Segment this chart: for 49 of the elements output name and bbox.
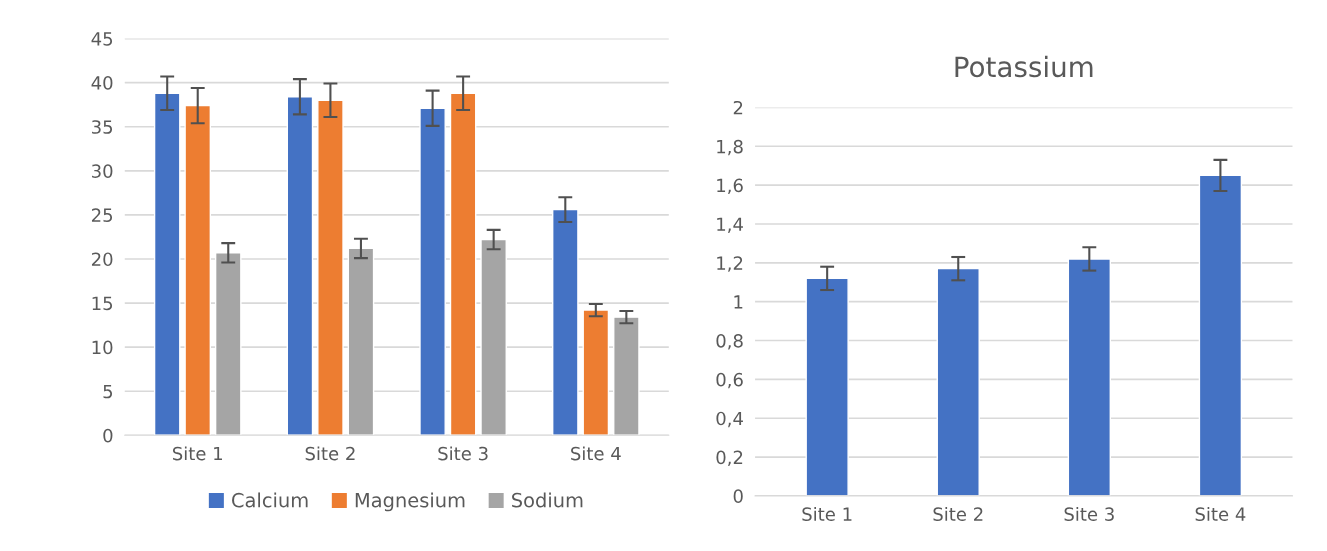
bar <box>286 96 314 436</box>
bar <box>419 107 446 436</box>
y-tick-label: 45 <box>91 32 113 46</box>
bar <box>317 99 344 436</box>
y-tick-label: 1 <box>734 295 743 309</box>
y-tick-label: 15 <box>92 296 113 311</box>
y-tick-label: 1,8 <box>717 139 743 156</box>
chart-title: Potassium <box>955 55 1093 78</box>
y-tick-label: 0 <box>733 489 743 504</box>
bar <box>805 277 849 496</box>
y-tick-label: 0,8 <box>716 333 743 350</box>
bar <box>347 247 375 436</box>
y-tick-label: 25 <box>91 208 113 223</box>
bar <box>449 92 477 436</box>
bar <box>936 267 980 496</box>
legend-label: Sodium <box>512 492 583 508</box>
x-tick-label: Site 3 <box>438 446 488 461</box>
y-tick-label: 10 <box>92 340 113 355</box>
legend-label: Magnesium <box>355 492 465 512</box>
x-tick-label: Site 2 <box>305 446 355 461</box>
y-tick-label: 0,2 <box>716 450 743 467</box>
y-tick-label: 1,2 <box>717 256 743 272</box>
x-tick-label: Site 2 <box>933 507 983 521</box>
y-tick-label: 0,4 <box>716 411 743 428</box>
bar <box>214 252 242 436</box>
bar <box>1067 258 1111 496</box>
legend-label: Calcium <box>232 492 308 508</box>
y-tick-label: 5 <box>103 384 113 399</box>
x-tick-label: Site 4 <box>571 446 621 461</box>
y-tick-label: 35 <box>92 120 113 134</box>
y-tick-label: 0,6 <box>716 372 743 389</box>
x-tick-label: Site 1 <box>802 507 852 521</box>
y-tick-label: 1,6 <box>717 178 743 195</box>
bar <box>184 104 212 436</box>
y-tick-label: 1,4 <box>717 217 743 233</box>
bar <box>1198 174 1243 496</box>
bar <box>552 208 579 436</box>
bar <box>613 316 640 436</box>
x-tick-label: Site 3 <box>1064 507 1114 521</box>
y-tick-label: 40 <box>91 76 113 90</box>
y-tick-label: 30 <box>92 164 113 178</box>
y-tick-label: 20 <box>91 252 113 267</box>
x-tick-label: Site 4 <box>1195 507 1246 521</box>
bar <box>480 238 507 436</box>
bar <box>153 92 181 436</box>
bar <box>582 309 610 436</box>
y-tick-label: 2 <box>733 100 743 115</box>
x-tick-label: Site 1 <box>172 446 222 461</box>
y-tick-label: 0 <box>103 428 113 443</box>
